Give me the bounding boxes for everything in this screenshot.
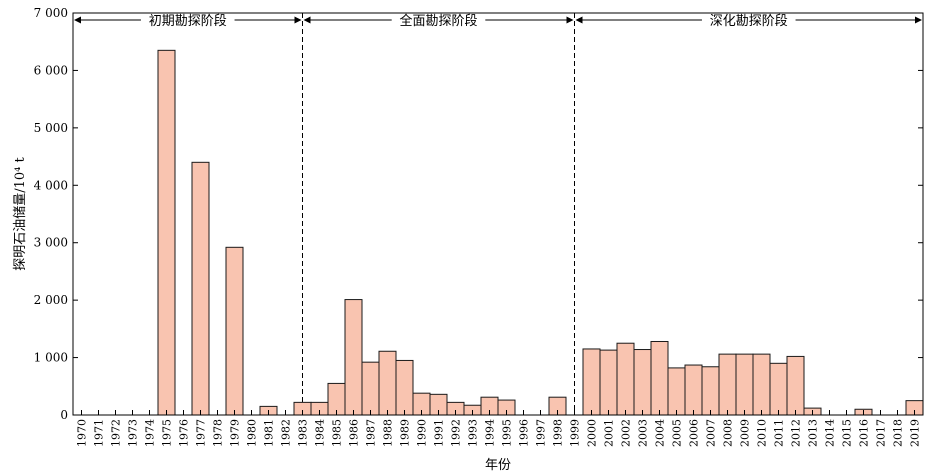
x-tick-label: 2013	[807, 419, 820, 447]
phase-arrowhead-right	[294, 16, 302, 24]
phase-arrowhead-right	[915, 16, 922, 24]
bar-1979	[225, 246, 244, 416]
x-tick-label: 1975	[161, 419, 174, 447]
x-tick-label: 1971	[93, 419, 106, 447]
x-tick-label: 2016	[858, 419, 871, 447]
x-tick-label: 1973	[127, 419, 140, 447]
y-tick-label: 3 000	[34, 236, 68, 250]
bar-2009	[735, 353, 754, 416]
x-tick-label: 1981	[263, 419, 276, 447]
bar-2001	[599, 349, 618, 416]
x-tick-label: 1997	[535, 419, 548, 447]
y-tick-label: 0	[60, 408, 68, 422]
x-tick-label: 1985	[331, 419, 344, 447]
x-axis-ticks: 1970 1971 1972 1973 1974 1975 1976 1977 1978 1979…	[76, 410, 922, 447]
y-tick-label: 7 000	[34, 6, 68, 20]
bar-2010	[752, 353, 771, 416]
phase-arrowhead-right	[566, 16, 574, 24]
x-tick-label: 1993	[467, 419, 480, 447]
x-tick-label: 1987	[365, 419, 378, 447]
phase-arrowhead-left	[303, 16, 311, 24]
x-tick-label: 1998	[552, 419, 565, 447]
x-tick-label: 1991	[433, 419, 446, 447]
bar-2007	[701, 366, 720, 416]
x-tick-label: 1976	[178, 419, 191, 447]
bar-2002	[616, 342, 635, 416]
bar-1988	[378, 350, 397, 416]
x-tick-label: 2012	[790, 419, 803, 447]
phase-label: 全面勘探阶段	[399, 13, 477, 29]
x-tick-label: 1996	[518, 419, 531, 447]
x-tick-label: 1974	[144, 419, 157, 447]
bar-series	[157, 49, 924, 416]
x-tick-label: 2014	[824, 419, 837, 447]
y-tick-label: 5 000	[34, 121, 68, 135]
phase-label: 深化勘探阶段	[710, 14, 788, 29]
x-tick-label: 2019	[909, 419, 922, 447]
bar-2008	[718, 353, 737, 416]
bar-2003	[633, 349, 652, 416]
x-tick-label: 2008	[722, 419, 735, 447]
x-tick-label: 2007	[705, 419, 718, 447]
x-tick-label: 1979	[229, 419, 242, 447]
x-tick-label: 1983	[297, 419, 310, 447]
x-tick-label: 1978	[212, 419, 225, 447]
y-tick-label: 2 000	[34, 293, 68, 307]
phase-arrowhead-left	[575, 16, 583, 24]
x-tick-label: 2000	[586, 419, 599, 447]
x-tick-label: 2010	[756, 419, 769, 447]
bar-2000	[582, 348, 601, 416]
x-tick-label: 1982	[280, 419, 293, 447]
x-tick-label: 2004	[654, 419, 667, 447]
x-tick-label: 2009	[739, 419, 752, 447]
x-tick-label: 1994	[484, 419, 497, 447]
x-tick-label: 1977	[195, 419, 208, 447]
x-tick-label: 1984	[314, 419, 327, 447]
x-axis-title: 年份	[485, 458, 511, 473]
x-tick-label: 1986	[348, 419, 361, 447]
y-tick-label: 1 000	[34, 351, 68, 365]
x-tick-label: 1989	[399, 419, 412, 447]
x-tick-label: 2011	[773, 419, 786, 447]
x-tick-label: 1988	[382, 419, 395, 447]
bar-1986	[344, 299, 363, 416]
bar-2012	[786, 355, 805, 416]
bar-1975	[157, 49, 176, 416]
x-tick-label: 1972	[110, 419, 123, 447]
y-tick-label: 4 000	[34, 178, 68, 192]
bar-2011	[769, 362, 788, 416]
plot-frame	[72, 12, 924, 416]
bar-2006	[684, 364, 703, 416]
x-tick-label: 2017	[875, 419, 888, 447]
x-tick-label: 2006	[688, 419, 701, 447]
bar-1989	[395, 359, 414, 416]
x-tick-label: 1999	[569, 419, 582, 447]
x-tick-label: 1990	[416, 419, 429, 447]
x-tick-label: 2015	[841, 419, 854, 447]
phase-label: 初期勘探阶段	[149, 14, 227, 29]
x-tick-label: 2002	[620, 419, 633, 447]
phase-arrowhead-left	[74, 16, 81, 24]
x-tick-label: 2018	[892, 419, 905, 447]
bar-1987	[361, 361, 380, 416]
x-tick-label: 2005	[671, 419, 684, 447]
x-tick-label: 1980	[246, 419, 259, 447]
y-tick-label: 6 000	[34, 63, 68, 77]
x-tick-label: 1992	[450, 419, 463, 447]
y-axis-title: 探明石油储量/10⁴ t	[13, 156, 28, 270]
x-tick-label: 1970	[76, 419, 89, 447]
y-axis-ticks: 0 1 000 2 000 3 000 4 000 5 000 6 000 7 000	[34, 6, 923, 422]
bar-2004	[650, 340, 669, 416]
bar-1977	[191, 161, 210, 416]
axes	[72, 12, 924, 416]
x-tick-label: 2001	[603, 419, 616, 447]
x-tick-label: 2003	[637, 419, 650, 447]
bar-2005	[667, 367, 686, 416]
x-tick-label: 1995	[501, 419, 514, 447]
